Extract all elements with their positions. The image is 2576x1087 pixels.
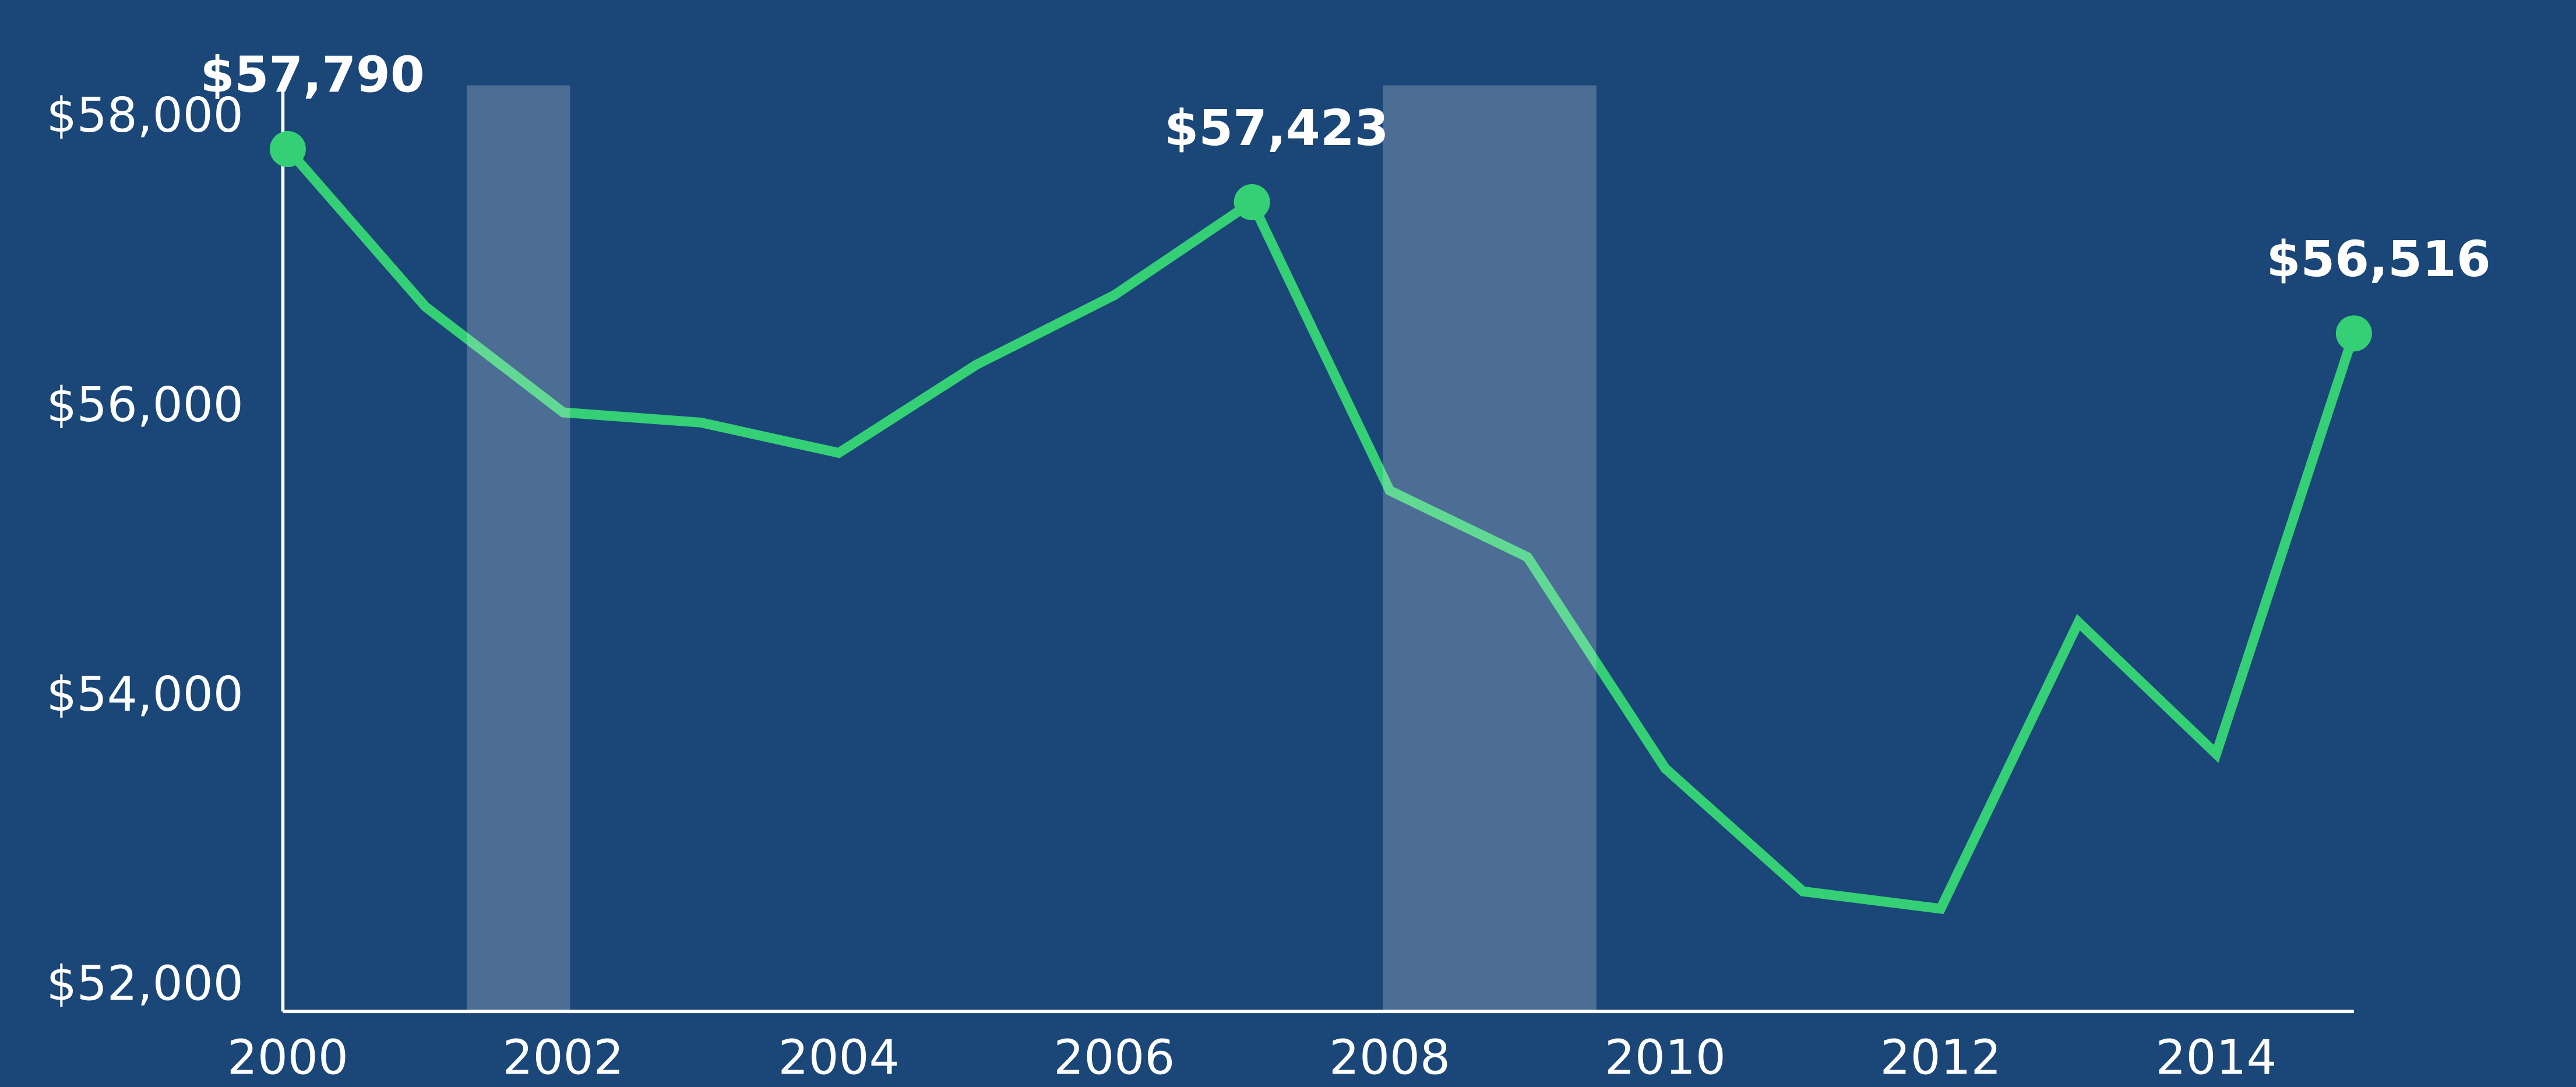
highlight-point bbox=[269, 130, 306, 167]
shaded-span bbox=[467, 85, 570, 1010]
x-tick-label: 2012 bbox=[1880, 1030, 2001, 1085]
x-tick-label: 2000 bbox=[227, 1030, 348, 1085]
x-tick-label: 2014 bbox=[2155, 1030, 2277, 1085]
x-tick-label: 2010 bbox=[1605, 1030, 1726, 1085]
y-tick-label: $52,000 bbox=[47, 957, 244, 1012]
series-line bbox=[284, 146, 2359, 915]
y-tick-label: $58,000 bbox=[47, 88, 244, 143]
x-tick-label: 2004 bbox=[778, 1030, 899, 1085]
value-label: $57,790 bbox=[200, 47, 425, 104]
x-tick-label: 2008 bbox=[1329, 1030, 1450, 1085]
x-tick-label: 2002 bbox=[503, 1030, 624, 1085]
highlight-point bbox=[2335, 315, 2372, 352]
value-label: $57,423 bbox=[1164, 100, 1389, 157]
shaded-span bbox=[1383, 85, 1597, 1010]
highlight-point bbox=[1234, 184, 1270, 221]
x-tick-label: 2006 bbox=[1053, 1030, 1175, 1085]
y-tick-label: $56,000 bbox=[47, 377, 244, 433]
value-label: $56,516 bbox=[2267, 231, 2491, 288]
plot: $52,000 $54,000 $56,000 $58,000 2000 2002 2004… bbox=[47, 47, 2491, 1086]
y-tick-label: $54,000 bbox=[47, 667, 244, 722]
